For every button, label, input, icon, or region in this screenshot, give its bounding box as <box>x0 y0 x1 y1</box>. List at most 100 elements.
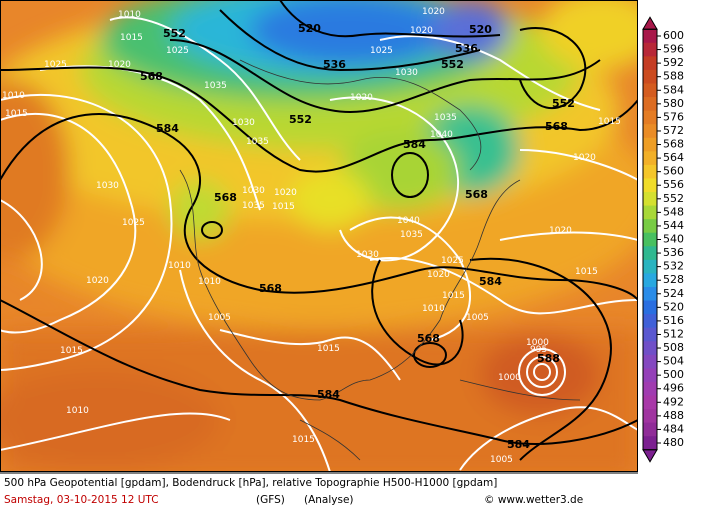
colorbar-label: 516 <box>663 314 684 327</box>
contour-label: 1020 <box>108 60 131 70</box>
contour-label: 1015 <box>292 435 315 445</box>
geopotential-lines <box>0 0 638 461</box>
colorbar-label: 584 <box>663 83 684 96</box>
colorbar-cell <box>643 409 657 424</box>
colorbar-cell <box>643 259 657 274</box>
colorbar-cell <box>643 178 657 193</box>
colorbar-label: 496 <box>663 382 684 395</box>
contour-label: 584 <box>317 388 340 401</box>
contour-label: 552 <box>163 27 186 40</box>
colorbar-label: 504 <box>663 355 684 368</box>
contour-label: 1015 <box>317 344 340 354</box>
isobars <box>0 16 638 472</box>
colorbar-label: 576 <box>663 110 684 123</box>
caption-run: (Analyse) <box>304 494 354 506</box>
colorbar-cell <box>643 368 657 383</box>
contour-label: 1020 <box>427 270 450 280</box>
colorbar-cell <box>643 83 657 98</box>
colorbar-label: 580 <box>663 97 684 110</box>
contour-label: 1030 <box>395 68 418 78</box>
colorbar-cell <box>643 246 657 261</box>
colorbar-label: 484 <box>663 422 684 435</box>
contour-label: 1015 <box>442 291 465 301</box>
colorbar-label: 548 <box>663 205 684 218</box>
colorbar-label: 500 <box>663 368 684 381</box>
contour-label: 584 <box>156 122 179 135</box>
contour-label: 1010 <box>168 261 191 271</box>
colorbar-cell <box>643 110 657 125</box>
colorbar-cell <box>643 219 657 234</box>
contour-label: 1005 <box>490 455 513 465</box>
contour-label: 1005 <box>208 313 231 323</box>
contour-label: 1025 <box>166 46 189 56</box>
caption-date: Samstag, 03-10-2015 12 UTC <box>4 494 159 506</box>
contour-label: 520 <box>469 23 492 36</box>
contour-label: 1035 <box>246 137 269 147</box>
colorbar-cell <box>643 354 657 369</box>
colorbar-cell <box>643 381 657 397</box>
contour-label: 1010 <box>118 10 141 20</box>
contour-label: 1000 <box>526 338 549 348</box>
contour-label: 1000 <box>498 373 521 383</box>
contour-label: 536 <box>323 58 346 71</box>
contour-label: 1015 <box>272 202 295 212</box>
contour-label: 1010 <box>422 304 445 314</box>
contour-label: 1025 <box>370 46 393 56</box>
colorbar-label: 528 <box>663 273 684 286</box>
colorbar-cell <box>643 29 657 44</box>
contour-label: 1015 <box>120 33 143 43</box>
contour-label: 1020 <box>410 26 433 36</box>
colorbar-cell <box>643 151 657 166</box>
caption-model: (GFS) <box>256 494 285 506</box>
contour-label: 1010 <box>66 406 89 416</box>
contour-label: 552 <box>552 97 575 110</box>
contour-label: 568 <box>140 70 163 83</box>
caption-credit: © www.wetter3.de <box>484 494 583 506</box>
contour-label: 552 <box>441 58 464 71</box>
colorbar-cell <box>643 205 657 220</box>
colorbar-cell <box>643 286 657 302</box>
colorbar: 6005965925885845805765725685645605565525… <box>642 16 684 463</box>
colorbar-label: 524 <box>663 287 684 300</box>
colorbar-label: 568 <box>663 138 684 151</box>
contour-label: 536 <box>455 42 478 55</box>
colorbar-cell <box>643 273 657 288</box>
colorbar-cell <box>643 192 657 207</box>
colorbar-cell <box>643 232 657 247</box>
colorbar-cell <box>643 422 657 437</box>
colorbar-cell <box>643 97 657 112</box>
colorbar-label: 540 <box>663 233 684 246</box>
colorbar-label: 588 <box>663 70 684 83</box>
coastlines <box>179 59 581 461</box>
colorbar-bottom-arrow <box>642 449 658 463</box>
contour-label: 1035 <box>204 81 227 91</box>
contour-label: 1020 <box>350 93 373 103</box>
contour-label: 568 <box>545 120 568 133</box>
contour-label: 1035 <box>400 230 423 240</box>
colorbar-label: 572 <box>663 124 684 137</box>
contour-label: 1020 <box>422 7 445 17</box>
contour-label: 1035 <box>242 201 265 211</box>
contour-label: 1020 <box>86 276 109 286</box>
contour-label: 568 <box>417 332 440 345</box>
contour-label: 1020 <box>549 226 572 236</box>
contour-labels: 1010 1015 1025 1025 1020 568 552 1010 1015 584 103… <box>2 7 621 465</box>
colorbar-top-arrow <box>642 16 658 30</box>
contour-label: 584 <box>403 138 426 151</box>
colorbar-label: 536 <box>663 246 684 259</box>
colorbar-cell <box>643 341 657 356</box>
contour-label: 1015 <box>60 346 83 356</box>
caption-line: 500 hPa Geopotential [gpdam], Bodendruck… <box>4 477 497 489</box>
contour-label: 552 <box>289 113 312 126</box>
colorbar-cell <box>643 314 657 329</box>
contour-label: 1030 <box>356 250 379 260</box>
contour-label: 568 <box>259 282 282 295</box>
colorbar-label: 556 <box>663 178 684 191</box>
contour-label: 1035 <box>434 113 457 123</box>
contour-label: 995 <box>530 345 547 355</box>
colorbar-label: 596 <box>663 43 684 56</box>
contour-label: 1030 <box>96 181 119 191</box>
map-area <box>0 0 638 472</box>
colorbar-label: 488 <box>663 409 684 422</box>
